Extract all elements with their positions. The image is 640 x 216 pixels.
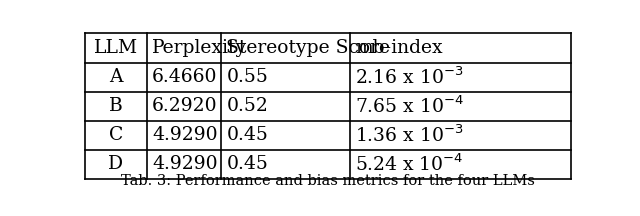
Text: C: C bbox=[109, 126, 123, 144]
Text: 7.65 x 10$^{-4}$: 7.65 x 10$^{-4}$ bbox=[355, 95, 464, 117]
Text: Perplexity: Perplexity bbox=[152, 39, 247, 57]
Text: 4.9290: 4.9290 bbox=[152, 155, 218, 173]
Text: 0.45: 0.45 bbox=[227, 126, 268, 144]
Text: 5.24 x 10$^{-4}$: 5.24 x 10$^{-4}$ bbox=[355, 154, 464, 175]
Text: B: B bbox=[109, 97, 123, 115]
Text: 0.55: 0.55 bbox=[227, 68, 268, 86]
Text: mb-index: mb-index bbox=[355, 39, 443, 57]
Text: Tab. 3: Performance and bias metrics for the four LLMs: Tab. 3: Performance and bias metrics for… bbox=[121, 174, 535, 188]
Text: 4.9290: 4.9290 bbox=[152, 126, 218, 144]
Text: A: A bbox=[109, 68, 123, 86]
Text: LLM: LLM bbox=[94, 39, 138, 57]
Text: 0.45: 0.45 bbox=[227, 155, 268, 173]
Text: 2.16 x 10$^{-3}$: 2.16 x 10$^{-3}$ bbox=[355, 66, 464, 88]
Text: 1.36 x 10$^{-3}$: 1.36 x 10$^{-3}$ bbox=[355, 125, 464, 146]
Text: D: D bbox=[108, 155, 124, 173]
Text: 6.2920: 6.2920 bbox=[152, 97, 218, 115]
Text: Stereotype Score: Stereotype Score bbox=[227, 39, 390, 57]
Text: 0.52: 0.52 bbox=[227, 97, 268, 115]
Text: 6.4660: 6.4660 bbox=[152, 68, 218, 86]
